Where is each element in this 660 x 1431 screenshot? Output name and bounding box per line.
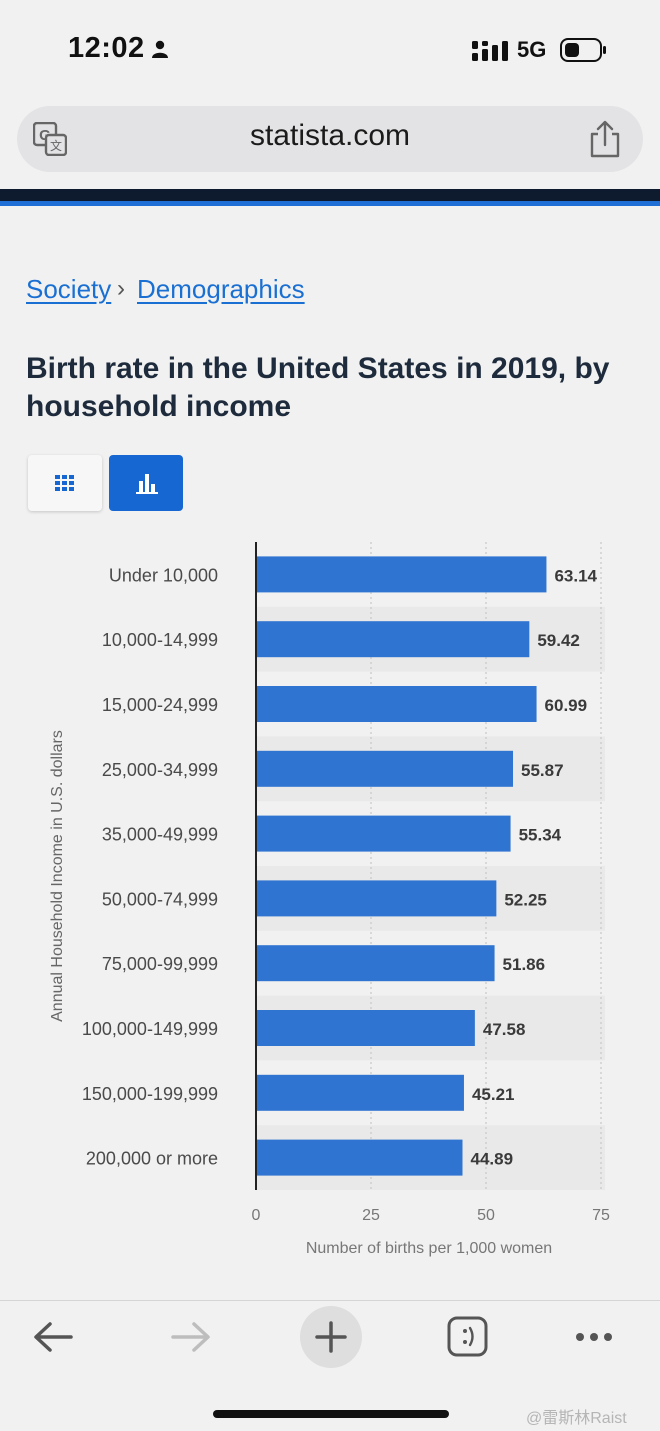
bar (256, 945, 495, 982)
data-label: 45.21 (472, 1085, 515, 1104)
chart-view-button[interactable] (109, 455, 183, 511)
data-label: 51.86 (503, 955, 546, 974)
category-label: 75,000-99,999 (102, 954, 218, 974)
address-bar[interactable] (17, 106, 643, 172)
tabs-icon[interactable] (438, 1312, 498, 1362)
bar (256, 621, 530, 658)
data-label: 55.87 (521, 761, 564, 780)
data-label: 47.58 (483, 1020, 526, 1039)
data-label: 60.99 (545, 696, 588, 715)
category-label: 200,000 or more (86, 1149, 218, 1169)
bar (256, 556, 547, 593)
data-label: 63.14 (554, 566, 597, 585)
bar (256, 1010, 475, 1046)
breadcrumb-demographics[interactable]: Demographics (137, 274, 305, 304)
category-label: 100,000-149,999 (82, 1019, 218, 1039)
bar (256, 815, 511, 852)
y-axis-title: Annual Household Income in U.S. dollars (49, 730, 66, 1022)
category-label: 15,000-24,999 (102, 695, 218, 715)
data-label: 52.25 (504, 890, 547, 909)
data-label: 59.42 (537, 631, 580, 650)
battery-icon (560, 38, 606, 62)
status-time: 12:02 (68, 32, 145, 64)
site-header-band (0, 189, 660, 201)
forward-arrow-icon[interactable] (161, 1312, 221, 1362)
bar-chart: Under 10,000 63.14 10,000-14,999 59.42 15,00… (49, 542, 610, 1257)
watermark: @雷斯林Raist (526, 1410, 627, 1427)
category-label: 10,000-14,999 (102, 630, 218, 650)
network-type: 5G (517, 37, 547, 62)
table-view-button[interactable] (28, 455, 102, 511)
x-tick-label: 50 (477, 1207, 495, 1224)
data-label: 55.34 (519, 826, 562, 845)
url-text[interactable]: statista.com (249, 119, 411, 152)
x-tick-label: 25 (362, 1207, 380, 1224)
page-title: Birth rate in the United States in 2019,… (26, 352, 610, 423)
category-label: 150,000-199,999 (82, 1084, 218, 1104)
x-axis-title: Number of births per 1,000 women (306, 1240, 552, 1257)
svg-text:G: G (39, 127, 51, 144)
bar (256, 880, 497, 917)
bar (256, 750, 514, 787)
svg-text:文: 文 (50, 138, 62, 153)
site-header-accent (0, 201, 660, 206)
category-label: 25,000-34,999 (102, 760, 218, 780)
category-label: 35,000-49,999 (102, 825, 218, 845)
breadcrumb-separator: › (117, 275, 125, 302)
breadcrumb-society[interactable]: Society (26, 274, 112, 304)
share-icon[interactable] (588, 120, 622, 158)
x-tick-label: 75 (592, 1207, 610, 1224)
category-label: Under 10,000 (109, 565, 218, 585)
home-indicator[interactable] (213, 1410, 449, 1418)
translate-icon[interactable]: G 文 (33, 122, 67, 156)
plus-icon[interactable] (301, 1312, 361, 1362)
toolbar-divider (0, 1300, 660, 1301)
signal-icon (472, 41, 508, 61)
bar (256, 1074, 464, 1111)
more-icon[interactable] (564, 1312, 624, 1362)
bar (256, 1139, 463, 1176)
bar (256, 686, 537, 722)
data-label: 44.89 (470, 1150, 513, 1169)
back-arrow-icon[interactable] (23, 1312, 83, 1362)
x-tick-label: 0 (252, 1207, 261, 1224)
person-icon (152, 40, 168, 58)
category-label: 50,000-74,999 (102, 889, 218, 909)
grid-icon (55, 475, 74, 491)
bar-chart-icon (136, 474, 158, 494)
